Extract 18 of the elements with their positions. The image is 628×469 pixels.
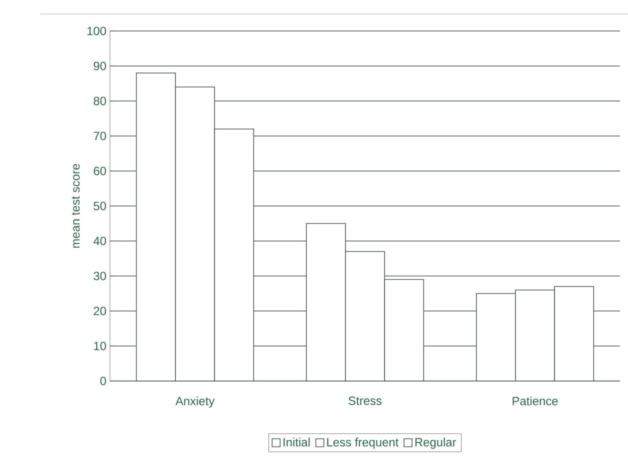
y-axis-title: mean test score	[72, 164, 80, 248]
y-tick-label: 50	[94, 202, 106, 210]
legend-label: Less frequent	[327, 438, 399, 449]
y-tick-label: 40	[93, 236, 106, 246]
x-tick-label: Stress	[348, 396, 382, 405]
y-tick-label: 20	[94, 306, 106, 316]
y-tick-label: 0	[100, 376, 106, 386]
y-tick-label: 100	[87, 26, 106, 36]
y-tick-label: 60	[94, 166, 106, 176]
legend-label: Initial	[284, 438, 310, 446]
y-tick-label: 30	[94, 272, 106, 280]
y-tick-label: 90	[94, 62, 106, 70]
legend-label: Regular	[415, 438, 456, 449]
x-tick-label: Patience	[512, 396, 558, 406]
y-tick-label: 80	[94, 96, 106, 106]
x-tick-label: Anxiety	[175, 396, 215, 408]
y-tick-label: 70	[94, 132, 106, 140]
y-tick-label: 10	[94, 342, 106, 350]
